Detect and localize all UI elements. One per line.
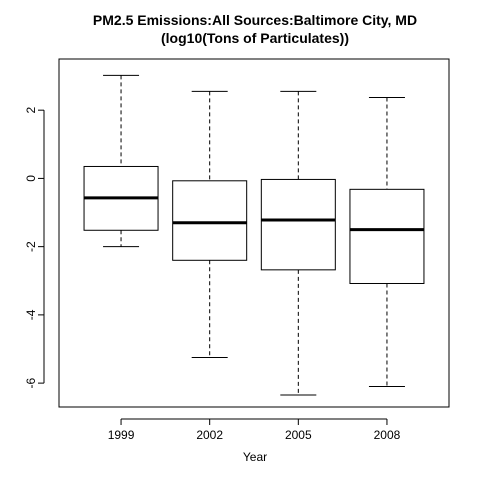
x-tick-label: 2002 <box>196 428 223 442</box>
y-axis: -6 -4 -2 0 2 <box>24 107 45 388</box>
y-tick-label: -6 <box>24 377 38 388</box>
y-tick-label: -4 <box>24 309 38 320</box>
chart-subtitle: (log10(Tons of Particulates)) <box>161 30 349 46</box>
x-tick-label: 1999 <box>108 428 135 442</box>
plot-frame <box>58 58 450 408</box>
x-axis-label: Year <box>243 450 267 464</box>
iqr-box <box>349 188 425 284</box>
x-axis: 1999 2002 2005 2008 <box>108 418 401 442</box>
box-1999 <box>83 74 159 248</box>
box-2005 <box>260 90 336 396</box>
boxes-group <box>83 74 425 396</box>
y-tick-label: 2 <box>24 107 38 114</box>
iqr-box <box>172 180 248 261</box>
y-tick-label: 0 <box>24 175 38 182</box>
y-tick-label: -2 <box>24 241 38 252</box>
iqr-box <box>260 178 336 271</box>
x-tick-label: 2008 <box>374 428 401 442</box>
chart-title: PM2.5 Emissions:All Sources:Baltimore Ci… <box>93 12 417 28</box>
box-2002 <box>172 90 248 359</box>
x-tick-label: 2005 <box>285 428 312 442</box>
box-2008 <box>349 97 425 388</box>
